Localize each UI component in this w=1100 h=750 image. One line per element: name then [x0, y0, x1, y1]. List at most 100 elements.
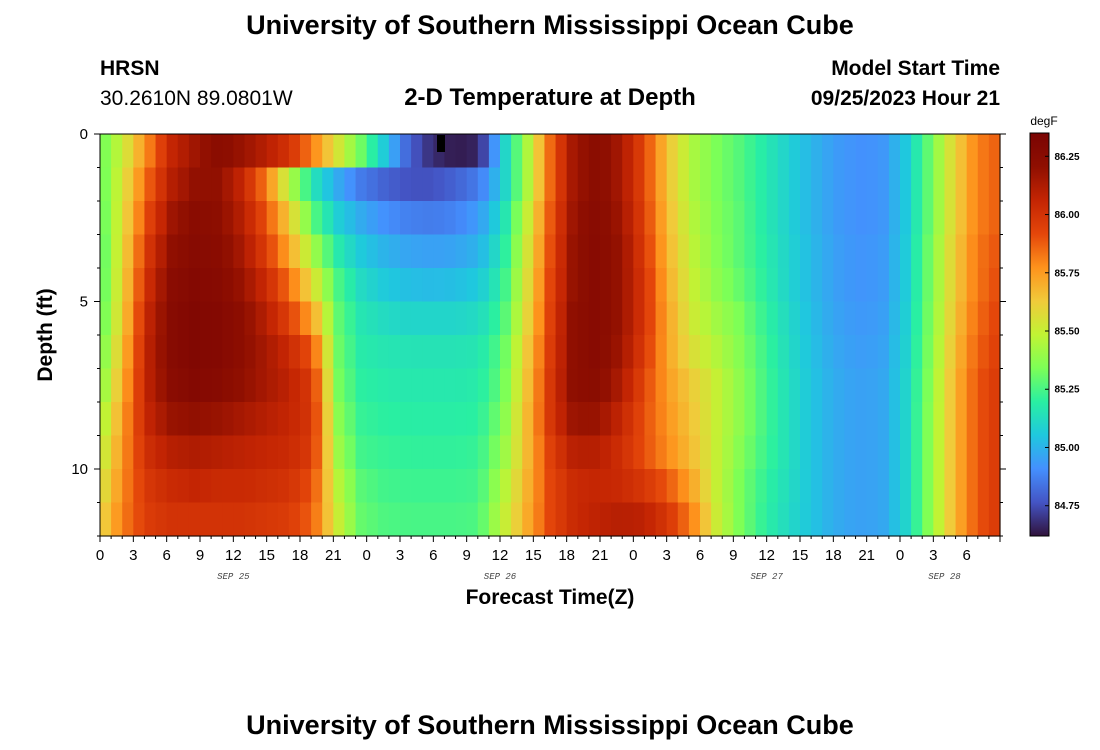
heatmap-cell	[655, 368, 668, 403]
heatmap-cell	[411, 167, 423, 202]
heatmap-cell	[322, 402, 334, 437]
heatmap-cell	[622, 469, 634, 504]
heatmap-cell	[122, 234, 134, 269]
heatmap-cell	[533, 201, 546, 236]
heatmap-cell	[311, 201, 323, 236]
heatmap-cell	[333, 167, 346, 202]
heatmap-cell	[755, 335, 768, 370]
heatmap-cell	[288, 368, 301, 403]
heatmap-cell	[344, 335, 357, 370]
heatmap-cell	[322, 301, 334, 336]
page-title-repeat: University of Southern Mississippi Ocean…	[246, 710, 854, 740]
heatmap-cell	[633, 234, 646, 269]
heatmap-cell	[400, 469, 412, 504]
x-tick-label: 21	[592, 547, 609, 564]
heatmap-cell	[488, 368, 501, 403]
heatmap-cell	[577, 435, 590, 470]
heatmap-cell	[233, 368, 246, 403]
heatmap-cell	[722, 201, 734, 236]
heatmap-cell	[477, 301, 490, 336]
heatmap-cell	[355, 502, 368, 537]
heatmap-cell	[166, 301, 179, 336]
heatmap-cell	[244, 301, 257, 336]
heatmap-cell	[166, 167, 179, 202]
heatmap-cell	[644, 234, 657, 269]
x-tick-label: 18	[558, 547, 575, 564]
heatmap-cell	[677, 335, 690, 370]
heatmap-cell	[122, 435, 134, 470]
heatmap-cell	[333, 402, 346, 437]
heatmap-cell	[944, 435, 957, 470]
heatmap-cell	[188, 469, 201, 504]
heatmap-cell	[477, 134, 490, 169]
heatmap-cell	[444, 268, 457, 303]
y-tick-label: 5	[80, 294, 88, 311]
heatmap-cell	[488, 167, 501, 202]
heatmap-cell	[366, 469, 379, 504]
heatmap-cell	[555, 268, 568, 303]
heatmap-cell	[644, 368, 657, 403]
heatmap-cell	[455, 368, 468, 403]
heatmap-cell	[200, 167, 212, 202]
heatmap-cell	[955, 167, 968, 202]
x-tick-label: 0	[96, 547, 104, 564]
heatmap-cell	[888, 368, 901, 403]
heatmap-cell	[266, 502, 279, 537]
heatmap-cell	[900, 368, 912, 403]
heatmap-cell	[966, 502, 979, 537]
heatmap-cell	[588, 469, 601, 504]
heatmap-cell	[477, 234, 490, 269]
heatmap-cell	[611, 167, 623, 202]
heatmap-cell	[822, 201, 834, 236]
heatmap-cell	[333, 201, 346, 236]
heatmap-cell	[477, 335, 490, 370]
heatmap-cell	[366, 502, 379, 537]
heatmap-cell	[944, 502, 957, 537]
heatmap-cell	[355, 402, 368, 437]
heatmap-cell	[788, 435, 801, 470]
heatmap-cell	[522, 469, 534, 504]
heatmap-cell	[744, 402, 757, 437]
heatmap-cell	[933, 234, 946, 269]
heatmap-cell	[855, 134, 868, 169]
heatmap-cell	[922, 234, 934, 269]
heatmap-cell	[500, 502, 512, 537]
heatmap-cell	[488, 234, 501, 269]
heatmap-cell	[277, 301, 290, 336]
heatmap-cell	[400, 335, 412, 370]
heatmap-cell	[688, 469, 701, 504]
heatmap-cell	[766, 435, 779, 470]
heatmap-cell	[611, 435, 623, 470]
colorbar-tick-label: 84.75	[1054, 501, 1079, 512]
heatmap-cell	[788, 402, 801, 437]
heatmap-cell	[222, 201, 234, 236]
heatmap-cell	[788, 301, 801, 336]
heatmap-cell	[388, 469, 401, 504]
heatmap-cell	[844, 335, 857, 370]
heatmap-cell	[266, 469, 279, 504]
heatmap-cell	[544, 502, 557, 537]
heatmap-cell	[977, 268, 990, 303]
heatmap-cell	[911, 234, 923, 269]
heatmap-cell	[277, 201, 290, 236]
heatmap-cell	[400, 134, 412, 169]
heatmap-cell	[633, 402, 646, 437]
heatmap-cell	[877, 402, 890, 437]
heatmap-cell	[966, 435, 979, 470]
heatmap-cell	[277, 234, 290, 269]
heatmap-cell	[566, 301, 579, 336]
heatmap-cell	[822, 167, 834, 202]
heatmap-cell	[988, 469, 1001, 504]
heatmap-cell	[144, 301, 157, 336]
heatmap-cell	[666, 469, 679, 504]
heatmap-cell	[877, 502, 890, 537]
heatmap-cell	[100, 435, 112, 470]
heatmap-cell	[388, 201, 401, 236]
heatmap-cell	[688, 201, 701, 236]
heatmap-cell	[366, 268, 379, 303]
heatmap-cell	[733, 335, 746, 370]
heatmap-cell	[177, 268, 190, 303]
heatmap-cell	[311, 134, 323, 169]
x-tick-label: 12	[225, 547, 242, 564]
x-tick-label: 6	[696, 547, 704, 564]
